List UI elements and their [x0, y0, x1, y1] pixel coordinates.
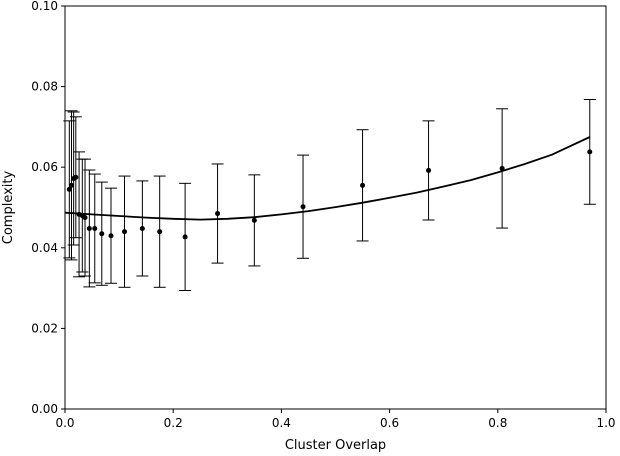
- point-marker: [68, 182, 74, 188]
- data-point: [297, 154, 310, 259]
- point-marker: [499, 165, 505, 171]
- point-marker: [157, 229, 163, 235]
- data-point: [583, 98, 596, 205]
- data-point: [356, 129, 369, 242]
- y-tick-label: 0.08: [31, 80, 58, 94]
- y-tick-label: 0.06: [31, 160, 58, 174]
- x-tick-label: 0.0: [55, 416, 74, 430]
- y-tick-label: 0.10: [31, 0, 58, 13]
- point-marker: [66, 186, 72, 192]
- x-tick-label: 0.8: [488, 416, 507, 430]
- x-tick-label: 0.4: [272, 416, 291, 430]
- x-axis: 0.0 0.2 0.4 0.6 0.8 1.0: [55, 409, 616, 430]
- data-point: [95, 181, 108, 286]
- data-point: [496, 108, 509, 229]
- data-point: [179, 182, 192, 292]
- point-marker: [92, 225, 98, 231]
- plot-area: [63, 5, 607, 410]
- y-tick-label: 0.02: [31, 321, 58, 335]
- data-point: [83, 169, 96, 288]
- data-point: [104, 187, 117, 284]
- point-marker: [99, 231, 105, 237]
- point-marker: [108, 233, 114, 239]
- axes-frame: [64, 5, 607, 410]
- point-marker: [122, 229, 128, 235]
- y-tick-label: 0.00: [31, 402, 58, 416]
- point-marker: [86, 225, 92, 231]
- y-axis-label: Complexity: [1, 170, 16, 244]
- fit-line: [64, 136, 591, 221]
- point-marker: [251, 217, 257, 223]
- point-marker: [215, 211, 221, 217]
- y-tick-label: 0.04: [31, 241, 58, 255]
- point-marker: [139, 225, 145, 231]
- point-marker: [300, 204, 306, 210]
- point-marker: [426, 167, 432, 173]
- data-point: [153, 175, 166, 288]
- x-tick-label: 0.6: [380, 416, 399, 430]
- data-point: [422, 120, 435, 221]
- data-point: [69, 116, 82, 239]
- point-marker: [73, 174, 79, 180]
- x-tick-label: 0.2: [164, 416, 183, 430]
- data-point: [88, 173, 101, 284]
- point-marker: [587, 149, 593, 155]
- data-point: [136, 180, 149, 277]
- data-point: [79, 158, 92, 277]
- point-marker: [82, 215, 88, 221]
- point-marker: [360, 182, 366, 188]
- data-point: [118, 175, 131, 288]
- y-axis: 0.00 0.02 0.04 0.06 0.08 0.10: [31, 0, 65, 416]
- x-axis-label: Cluster Overlap: [285, 438, 386, 453]
- point-marker: [182, 234, 188, 240]
- data-point: [211, 163, 224, 264]
- x-tick-label: 1.0: [596, 416, 615, 430]
- data-point: [248, 174, 261, 267]
- data-point: [65, 110, 78, 261]
